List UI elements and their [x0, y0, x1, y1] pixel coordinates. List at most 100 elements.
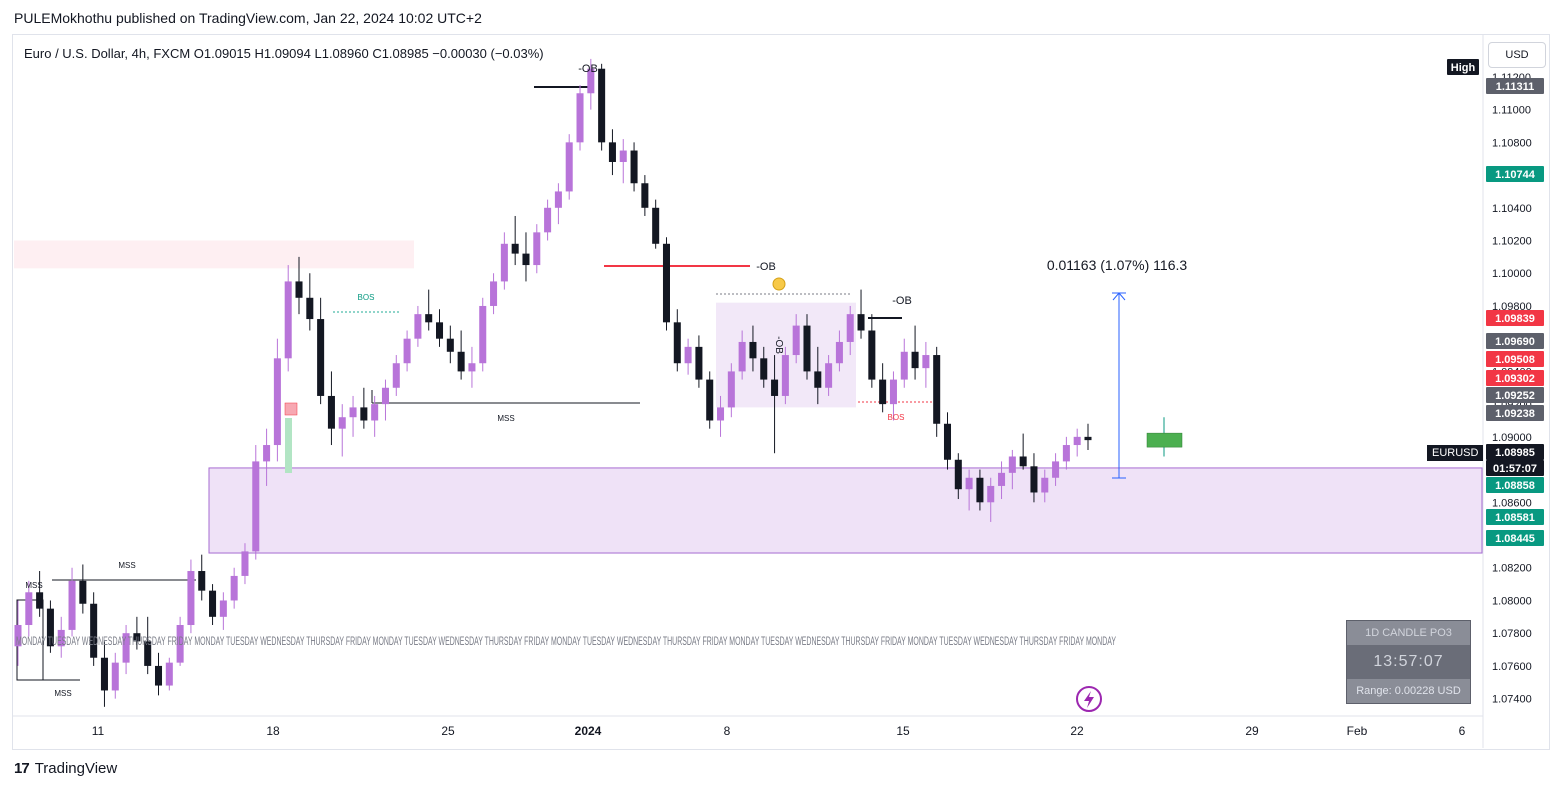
candle-body [273, 358, 281, 446]
measure-arrowhead [1112, 292, 1126, 301]
candle-body [338, 417, 346, 429]
candle-body [219, 600, 227, 617]
candle [954, 453, 962, 500]
candle [749, 325, 757, 372]
candle [889, 371, 897, 421]
candle [641, 175, 649, 216]
tradingview-logo-icon: 17 [14, 760, 30, 777]
candle-body [25, 592, 33, 626]
candle [209, 584, 217, 626]
candle [814, 346, 822, 405]
candle [111, 652, 119, 699]
candle [1008, 449, 1016, 490]
candle [36, 571, 44, 617]
price-tag-label: 1.08445 [1495, 533, 1535, 545]
currency-button[interactable]: USD [1488, 42, 1546, 68]
y-tick-label: 1.08200 [1492, 563, 1532, 575]
candle-body [565, 142, 573, 192]
candle [933, 346, 941, 437]
price-tag-label: 1.09508 [1495, 354, 1535, 366]
candle-body [111, 662, 119, 691]
annotation-label: BOS [888, 413, 905, 422]
candle-body [835, 341, 843, 364]
candle [46, 600, 54, 653]
candle [154, 652, 163, 696]
tradingview-brand[interactable]: 17 TradingView [14, 760, 117, 777]
y-tick-label: 1.09000 [1492, 432, 1532, 444]
candle-body [846, 314, 854, 342]
candle-body [522, 253, 530, 266]
y-tick-label: 1.07400 [1492, 694, 1532, 706]
candle [554, 183, 562, 225]
candle-body [122, 633, 130, 663]
candle [619, 139, 627, 184]
candle-body [695, 346, 703, 380]
candle-body [781, 355, 789, 396]
brand-name: TradingView [34, 760, 118, 777]
candles-layer [14, 58, 1183, 707]
candle-body [922, 355, 930, 369]
y-tick-label: 1.08000 [1492, 595, 1532, 607]
candle-info-box: 1D CANDLE PO3 13:57:07 Range: 0.00228 US… [1346, 620, 1471, 704]
candle [436, 309, 444, 347]
price-tag-label: 1.11311 [1496, 81, 1535, 93]
demand-zone [208, 467, 1483, 554]
candle [857, 289, 865, 339]
annotation-label: MSS [25, 581, 42, 590]
candle-body [641, 183, 649, 208]
candle [446, 325, 454, 364]
candle [706, 371, 714, 429]
candle [1041, 469, 1049, 503]
annotation-label: -OB [892, 295, 912, 307]
candle [122, 625, 130, 675]
annotation-label: -OB [578, 63, 598, 75]
candle-body [479, 305, 487, 364]
candle-body [911, 351, 919, 369]
candle-body [241, 551, 249, 576]
x-tick-label: 11 [92, 724, 105, 738]
candle [403, 330, 411, 372]
price-tag-label: 1.10744 [1495, 169, 1536, 181]
candle-body [965, 477, 973, 490]
measure-label: 0.01163 (1.07%) 116.3 [1047, 257, 1188, 273]
candle [1073, 428, 1081, 457]
price-tag-label: 1.08858 [1495, 480, 1535, 492]
candle [176, 616, 184, 666]
candle [500, 232, 508, 290]
candle-body [1084, 436, 1092, 441]
candle-body [46, 608, 54, 647]
candle-body [511, 243, 519, 254]
candle-body [187, 571, 195, 626]
candle-body [868, 330, 876, 380]
candle [792, 314, 800, 364]
candle-body [1041, 477, 1049, 493]
candle-body [954, 459, 962, 490]
candle-body [998, 472, 1006, 486]
candle-body [230, 575, 238, 601]
candle-body [392, 363, 400, 388]
price-tag [1486, 530, 1544, 546]
candle [879, 363, 887, 413]
annotation-label: BOS [358, 293, 375, 302]
candle-body [619, 150, 627, 162]
candle-body [533, 232, 541, 266]
candle [900, 338, 908, 388]
candle-body [36, 592, 44, 609]
candle [652, 199, 660, 249]
candle-body [1052, 461, 1060, 478]
candle-body [673, 322, 681, 364]
candle [630, 142, 638, 192]
price-tags-layer: High 1.11311 1.10744 1.09839 1.09690 1.09508 1… [1447, 59, 1544, 546]
candle [1030, 453, 1038, 503]
chart-frame[interactable] [12, 34, 1550, 750]
x-tick-label: Feb [1347, 724, 1368, 738]
price-tag [1486, 477, 1544, 493]
candle-body [803, 325, 811, 372]
candle [381, 379, 389, 421]
candle [371, 395, 379, 437]
candle [295, 256, 303, 315]
candle-body [587, 68, 595, 94]
candle-body [652, 207, 660, 244]
price-tag-label: 1.09302 [1495, 373, 1535, 385]
